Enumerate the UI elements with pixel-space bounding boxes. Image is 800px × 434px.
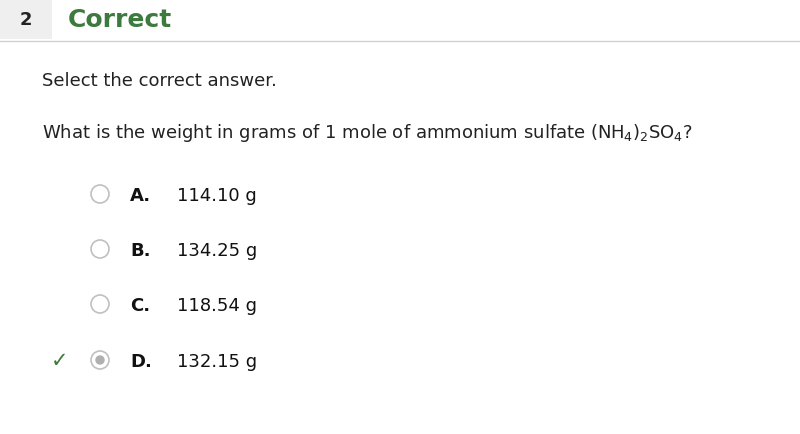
Text: Correct: Correct — [68, 8, 172, 32]
Text: A.: A. — [130, 187, 151, 204]
FancyBboxPatch shape — [0, 0, 52, 40]
Text: D.: D. — [130, 352, 152, 370]
Text: Select the correct answer.: Select the correct answer. — [42, 72, 277, 90]
Text: 114.10 g: 114.10 g — [177, 187, 257, 204]
Text: C.: C. — [130, 296, 150, 314]
Text: 134.25 g: 134.25 g — [177, 241, 258, 260]
Text: 118.54 g: 118.54 g — [177, 296, 257, 314]
Circle shape — [96, 356, 104, 364]
Text: ✓: ✓ — [51, 350, 69, 370]
Text: 2: 2 — [20, 11, 32, 29]
Text: B.: B. — [130, 241, 150, 260]
Text: What is the weight in grams of 1 mole of ammonium sulfate (NH$_4$)$_2$SO$_4$?: What is the weight in grams of 1 mole of… — [42, 122, 693, 144]
Text: 132.15 g: 132.15 g — [177, 352, 257, 370]
